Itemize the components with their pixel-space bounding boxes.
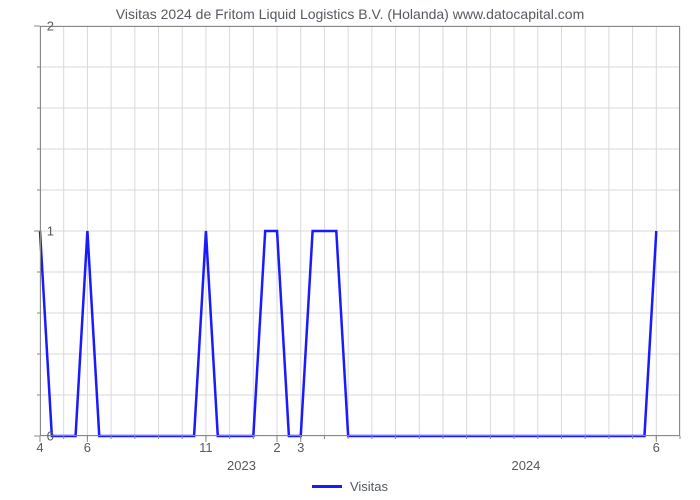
plot-area: [40, 26, 680, 436]
plot-svg: [40, 26, 680, 436]
chart-title: Visitas 2024 de Fritom Liquid Logistics …: [0, 6, 700, 22]
x-year-label: 2023: [227, 458, 256, 473]
x-tick-label: 3: [297, 440, 304, 455]
legend-swatch-visitas: [312, 485, 342, 488]
y-tick-label: 1: [24, 224, 54, 239]
x-tick-label: 6: [653, 440, 660, 455]
legend-label-visitas: Visitas: [350, 479, 388, 494]
x-tick-label: 11: [199, 440, 213, 455]
y-tick-label: 2: [24, 19, 54, 34]
visits-line-chart: Visitas 2024 de Fritom Liquid Logistics …: [0, 0, 700, 500]
x-tick-label: 2: [273, 440, 280, 455]
x-tick-label: 6: [84, 440, 91, 455]
x-tick-label: 4: [36, 440, 43, 455]
chart-legend: Visitas: [0, 478, 700, 494]
x-year-label: 2024: [511, 458, 540, 473]
